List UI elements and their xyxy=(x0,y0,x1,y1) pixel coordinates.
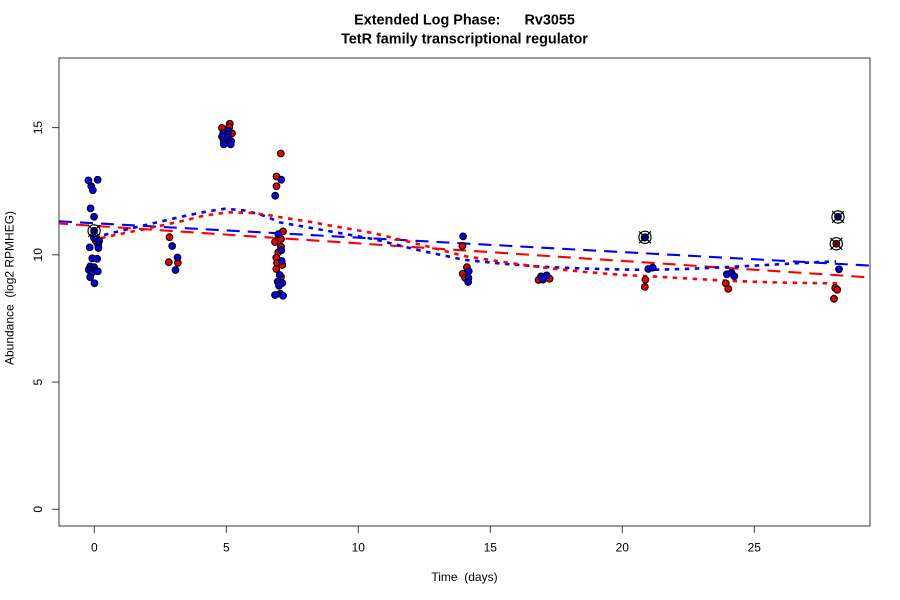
svg-text:TetR family transcriptional re: TetR family transcriptional regulator xyxy=(341,32,588,48)
svg-text:15: 15 xyxy=(31,121,45,135)
svg-text:10: 10 xyxy=(31,248,45,262)
svg-text:0: 0 xyxy=(31,506,45,513)
svg-text:5: 5 xyxy=(31,378,45,385)
svg-text:15: 15 xyxy=(484,541,498,555)
svg-text:10: 10 xyxy=(352,541,366,555)
svg-text:Time (days): Time (days) xyxy=(431,570,497,584)
svg-text:25: 25 xyxy=(748,541,762,555)
svg-text:20: 20 xyxy=(616,541,630,555)
svg-text:0: 0 xyxy=(91,541,98,555)
svg-text:Extended Log Phase: Rv305: Extended Log Phase: Rv3055 xyxy=(354,12,575,28)
svg-text:Abundance (log2 RPMHEG): Abundance (log2 RPMHEG) xyxy=(3,211,17,365)
svg-text:5: 5 xyxy=(223,541,230,555)
